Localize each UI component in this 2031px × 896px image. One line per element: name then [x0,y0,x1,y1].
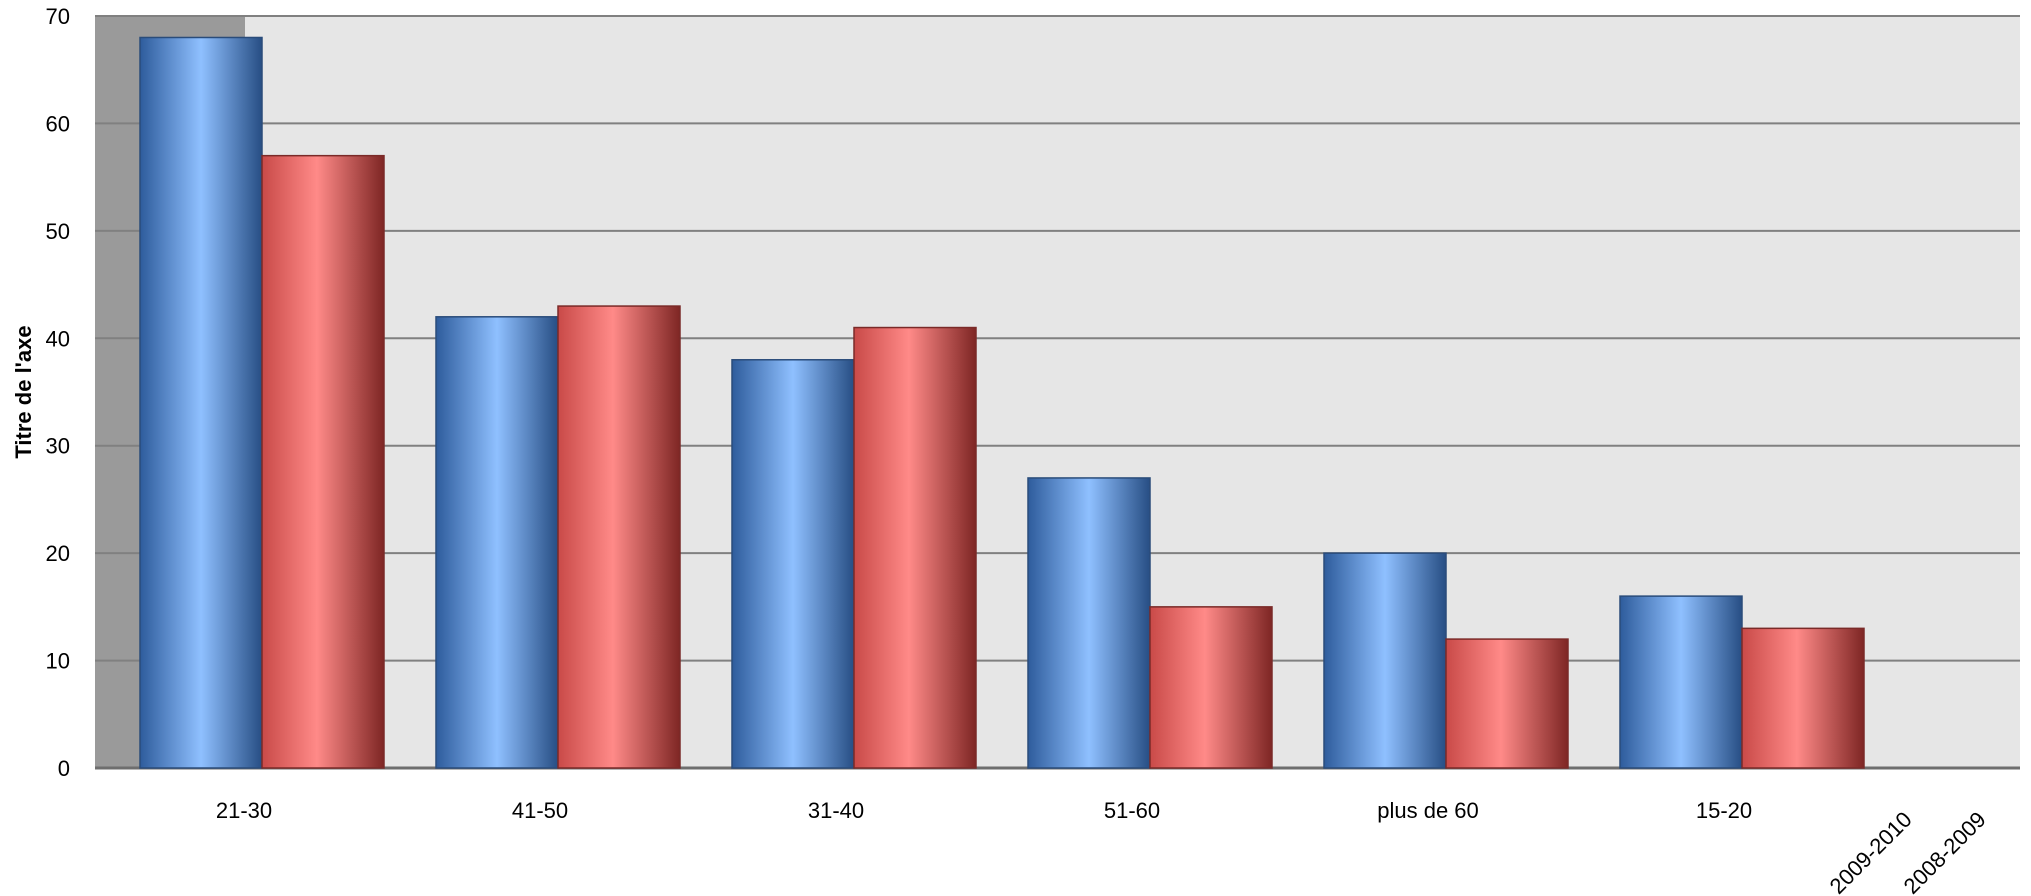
y-tick-label: 10 [46,649,70,674]
y-tick-label: 30 [46,434,70,459]
bar-2008-2009-31-40 [853,326,977,769]
bar-2009-2010-31-40 [731,359,855,769]
x-category-label: 31-40 [808,798,864,823]
bar-2008-2009-41-50 [557,305,681,769]
y-tick-label: 0 [58,756,70,781]
bar-2009-2010-21-30 [139,36,263,769]
y-tick-label: 50 [46,219,70,244]
y-tick-label: 40 [46,326,70,351]
x-category-label: 21-30 [216,798,272,823]
x-category-label: plus de 60 [1377,798,1479,823]
y-axis-title: Titre de l'axe [11,325,36,458]
bar-2009-2010-41-50 [435,316,559,769]
x-category-label: 51-60 [1104,798,1160,823]
bar-2008-2009-15-20 [1741,627,1865,769]
y-tick-label: 70 [46,4,70,29]
y-tick-label: 60 [46,111,70,136]
x-category-label: 15-20 [1696,798,1752,823]
bar-2009-2010-15-20 [1619,595,1743,769]
bar-2008-2009-plus de 60 [1445,638,1569,769]
series-axis-label: 2008-2009 [1899,807,1991,896]
bar-2008-2009-51-60 [1149,606,1273,769]
bar-2009-2010-plus de 60 [1323,552,1447,769]
bar-2009-2010-51-60 [1027,477,1151,769]
bar-2008-2009-21-30 [261,154,385,769]
x-category-label: 41-50 [512,798,568,823]
y-tick-label: 20 [46,541,70,566]
